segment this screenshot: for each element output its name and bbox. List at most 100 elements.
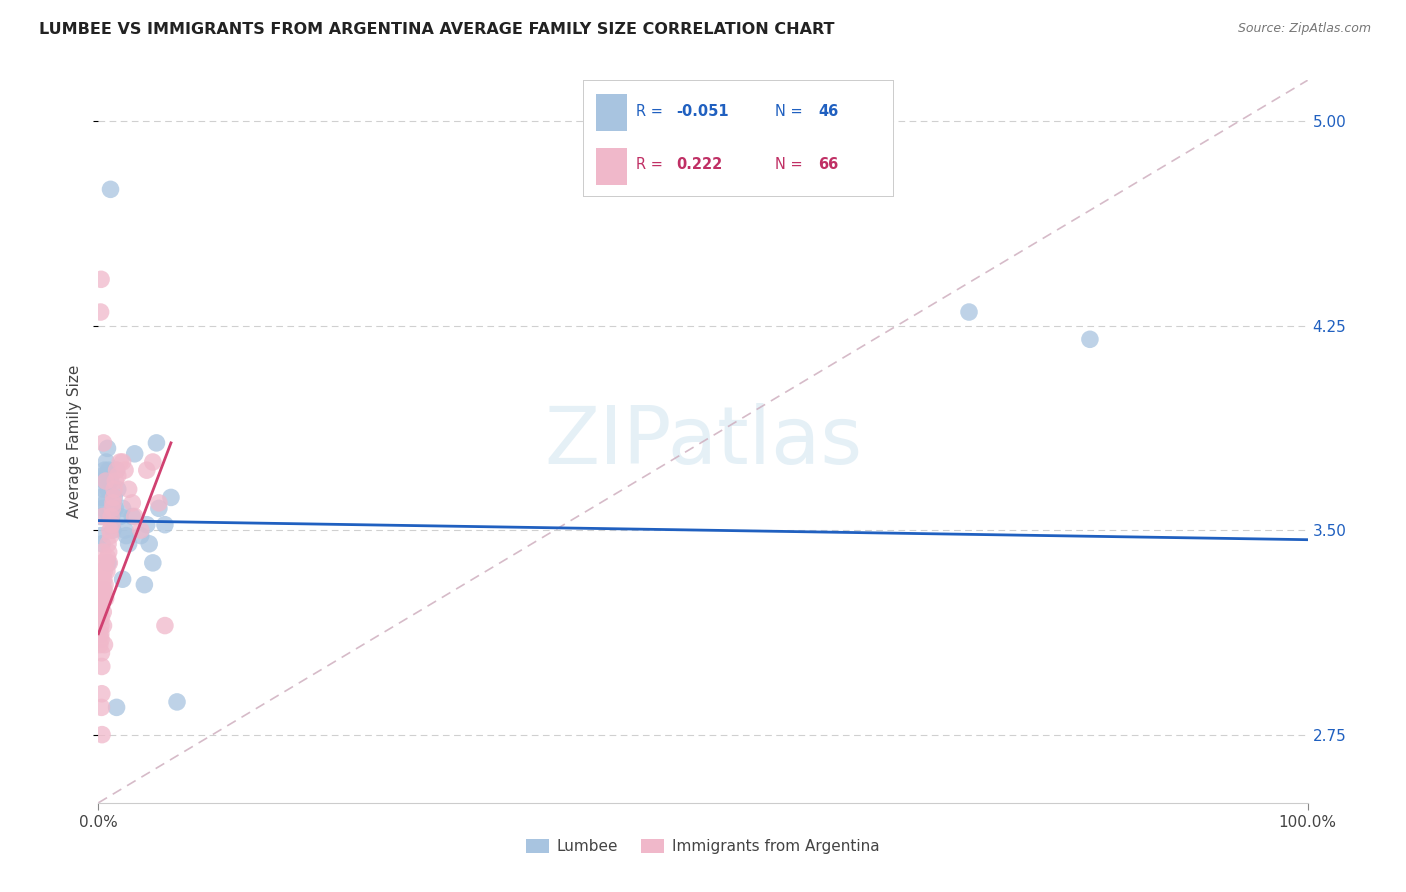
Point [111,501,134,516]
Text: N =: N = [775,104,803,120]
Point [124,447,146,461]
Point [118,482,141,496]
Point [98,523,121,537]
Text: R =: R = [636,104,664,120]
Point [91,583,114,598]
Point [118,537,141,551]
Point [91,605,114,619]
Point [94,591,117,606]
Point [135,517,157,532]
Point [94,474,117,488]
Point [90,491,112,505]
Point [93,583,115,598]
Point [160,491,183,505]
Point [96,556,118,570]
Y-axis label: Average Family Size: Average Family Size [67,365,83,518]
Text: LUMBEE VS IMMIGRANTS FROM ARGENTINA AVERAGE FAMILY SIZE CORRELATION CHART: LUMBEE VS IMMIGRANTS FROM ARGENTINA AVER… [39,22,835,37]
Point [145,436,167,450]
Point [96,564,118,578]
Point [105,463,128,477]
Point [107,482,129,496]
Point [135,463,157,477]
Point [90,687,112,701]
Point [103,491,125,505]
Point [96,468,118,483]
Point [91,537,114,551]
Point [134,577,156,591]
Point [91,591,114,606]
Point [153,517,176,532]
Point [121,496,143,510]
Point [93,482,115,496]
Text: 66: 66 [818,157,839,172]
Point [91,564,114,578]
Point [111,572,134,586]
Point [100,517,122,532]
Text: 46: 46 [818,104,839,120]
Point [90,610,112,624]
Point [93,564,115,578]
Point [91,591,114,606]
Point [91,468,114,483]
Point [91,577,114,591]
Point [90,700,112,714]
Point [1078,332,1101,346]
Point [103,491,125,505]
Point [108,509,131,524]
Text: ZIPatlas: ZIPatlas [544,402,862,481]
Point [89,591,111,606]
Point [90,659,112,673]
Point [148,501,170,516]
Point [91,501,114,516]
Point [89,610,111,624]
Text: Source: ZipAtlas.com: Source: ZipAtlas.com [1237,22,1371,36]
Bar [596,95,627,131]
Point [91,556,114,570]
Point [105,700,128,714]
Point [101,501,124,516]
Point [121,509,143,524]
Point [91,594,114,608]
Point [138,537,160,551]
Point [97,537,120,551]
Point [98,556,121,570]
Point [104,474,127,488]
Point [97,545,120,559]
Point [100,528,122,542]
Point [107,468,129,483]
Point [100,474,122,488]
Point [93,618,115,632]
Point [96,455,118,469]
Point [89,626,111,640]
Point [124,509,146,524]
Point [111,455,134,469]
Point [91,728,114,742]
Point [114,463,136,477]
Point [142,455,165,469]
Point [148,496,170,510]
Point [142,556,165,570]
Point [93,436,115,450]
Point [90,599,112,614]
Point [98,509,121,524]
Point [96,550,118,565]
Text: R =: R = [636,157,664,172]
Point [101,523,124,537]
Point [96,442,118,456]
Point [97,556,120,570]
Point [129,528,152,542]
Legend: Lumbee, Immigrants from Argentina: Lumbee, Immigrants from Argentina [520,833,886,860]
Point [90,626,112,640]
Bar [596,147,627,185]
Point [90,646,112,660]
Point [90,632,112,647]
Point [91,545,114,559]
Point [115,528,138,542]
Point [91,583,114,598]
Point [100,509,122,524]
Text: -0.051: -0.051 [676,104,728,120]
Point [90,605,112,619]
Point [90,618,112,632]
Point [93,463,115,477]
Point [87,599,110,614]
